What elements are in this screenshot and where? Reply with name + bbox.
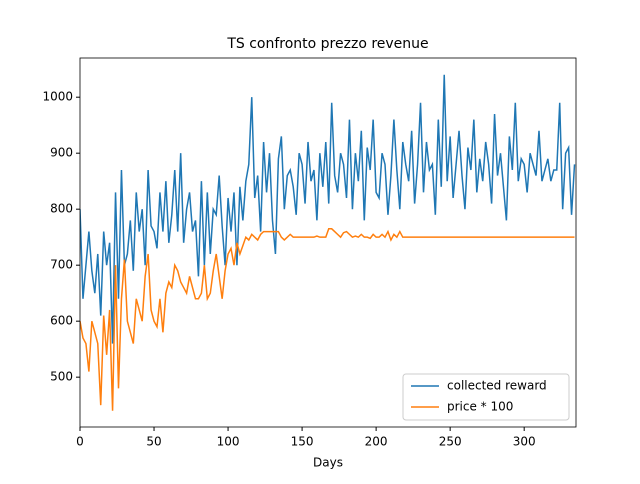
x-tick-label: 50 [146, 435, 161, 449]
y-tick-label: 600 [50, 314, 73, 328]
series-line [80, 74, 576, 344]
x-tick-label: 250 [439, 435, 462, 449]
y-tick-label: 700 [50, 258, 73, 272]
legend-label: price * 100 [447, 400, 513, 414]
y-tick-label: 1000 [42, 90, 73, 104]
x-tick-label: 0 [76, 435, 84, 449]
y-tick-label: 500 [50, 370, 73, 384]
x-tick-label: 300 [513, 435, 536, 449]
x-axis-label: Days [313, 456, 343, 470]
x-tick-label: 100 [217, 435, 240, 449]
x-tick-label: 150 [291, 435, 314, 449]
legend-box [402, 373, 570, 421]
legend-label: collected reward [447, 379, 547, 393]
x-tick-label: 200 [365, 435, 388, 449]
y-tick-label: 800 [50, 202, 73, 216]
y-tick-label: 900 [50, 146, 73, 160]
chart-title: TS confronto prezzo revenue [226, 36, 428, 52]
series-line [80, 228, 575, 411]
plot-frame [79, 57, 577, 428]
